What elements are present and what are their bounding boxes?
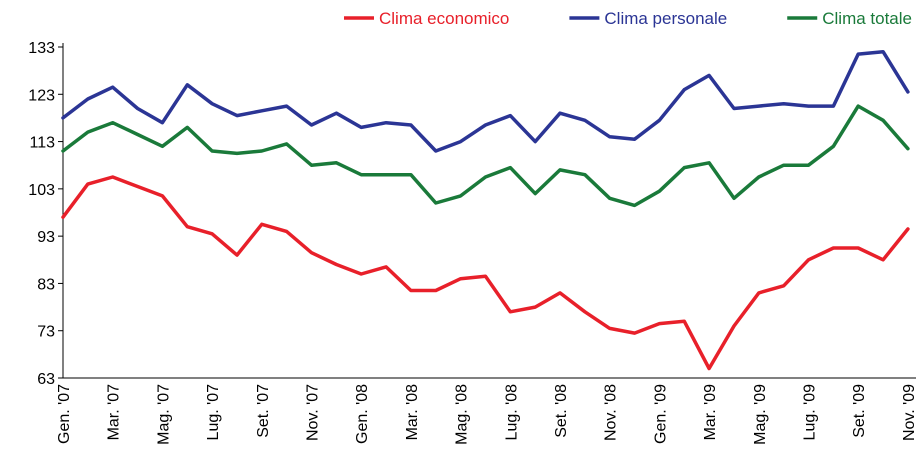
x-tick-label: Lug. '09 xyxy=(802,384,819,441)
x-tick-label: Lug. '07 xyxy=(205,384,222,441)
x-tick-label: Gen. '09 xyxy=(652,384,669,444)
x-tick-label: Lug. '08 xyxy=(503,384,520,441)
legend-label: Clima personale xyxy=(604,9,727,28)
x-tick-label: Nov. '08 xyxy=(603,384,620,441)
legend-label: Clima totale xyxy=(822,9,912,28)
line-series xyxy=(61,175,910,371)
x-tick-label: Mag. '09 xyxy=(752,384,769,445)
line-series xyxy=(61,104,910,208)
x-tick-label: Mag. '07 xyxy=(155,384,172,445)
x-tick-label: Mar. '07 xyxy=(106,384,123,441)
y-tick-label: 63 xyxy=(37,371,55,388)
line-series xyxy=(61,49,910,153)
y-tick-label: 93 xyxy=(37,229,55,246)
x-tick-label: Gen. '07 xyxy=(56,384,73,444)
x-tick-label: Gen. '08 xyxy=(354,384,371,444)
x-tick-label: Mag. '08 xyxy=(454,384,471,445)
x-tick-label: Nov. '09 xyxy=(901,384,916,441)
y-tick-label: 133 xyxy=(28,40,55,57)
y-tick-label: 123 xyxy=(28,87,55,104)
x-tick-label: Set. '07 xyxy=(255,384,272,438)
legend-label: Clima economico xyxy=(379,9,509,28)
y-tick-label: 113 xyxy=(29,135,55,152)
x-tick-label: Mar. '08 xyxy=(404,384,421,441)
y-tick-label: 83 xyxy=(37,276,55,293)
x-tick-label: Nov. '07 xyxy=(305,384,322,441)
x-tick-label: Mar. '09 xyxy=(702,384,719,441)
x-tick-label: Set. '08 xyxy=(553,384,570,438)
x-tick-label: Set. '09 xyxy=(851,384,868,438)
y-tick-label: 73 xyxy=(37,324,55,341)
y-tick-label: 103 xyxy=(28,182,55,199)
